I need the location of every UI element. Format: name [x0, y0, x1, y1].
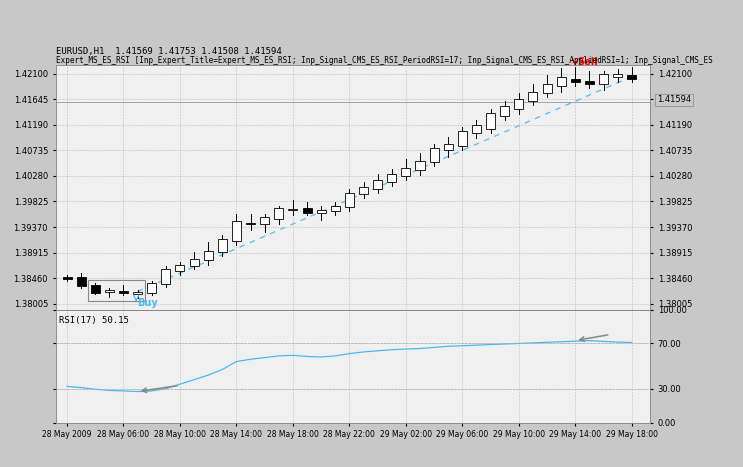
Bar — [246, 222, 255, 224]
Bar — [401, 168, 410, 176]
Bar — [161, 269, 170, 283]
Text: Sell: Sell — [577, 57, 598, 67]
Text: EURUSD,H1  1.41569 1.41753 1.41508 1.41594: EURUSD,H1 1.41569 1.41753 1.41508 1.4159… — [56, 47, 282, 56]
Bar — [218, 240, 227, 252]
Bar — [331, 205, 340, 211]
Bar — [77, 277, 85, 286]
Bar — [88, 280, 145, 301]
Bar — [585, 80, 594, 84]
Bar — [557, 77, 565, 86]
Bar — [514, 99, 523, 109]
Bar — [232, 221, 241, 241]
Bar — [429, 148, 438, 163]
Bar — [415, 161, 424, 170]
Bar — [458, 131, 467, 146]
Bar — [175, 265, 184, 271]
Text: Buy: Buy — [137, 298, 158, 308]
Text: RSI(17) 50.15: RSI(17) 50.15 — [59, 316, 129, 325]
Bar — [599, 74, 608, 84]
Bar — [387, 174, 396, 182]
Bar — [260, 217, 269, 224]
Bar — [486, 113, 495, 129]
Bar — [444, 144, 452, 149]
Bar — [317, 210, 325, 213]
Bar — [302, 208, 311, 213]
Bar — [571, 79, 580, 82]
Text: Expert_MS_ES_RSI [Inp_Expert_Title=Expert_MS_ES_RSI; Inp_Signal_CMS_ES_RSI_Perio: Expert_MS_ES_RSI [Inp_Expert_Title=Exper… — [56, 56, 713, 65]
Bar — [147, 283, 156, 293]
Bar — [528, 92, 537, 101]
Text: 1.41594: 1.41594 — [657, 95, 691, 104]
Bar — [119, 291, 128, 293]
Bar — [359, 187, 368, 194]
Bar — [627, 75, 636, 79]
Bar — [105, 290, 114, 291]
Bar — [542, 84, 551, 93]
Bar — [274, 208, 283, 219]
Bar — [373, 180, 382, 189]
Bar — [345, 193, 354, 207]
Bar — [189, 259, 198, 266]
Bar — [204, 251, 212, 260]
Bar — [133, 291, 142, 294]
Bar — [500, 106, 509, 116]
Bar — [472, 126, 481, 133]
Bar — [91, 285, 100, 293]
Bar — [62, 277, 71, 279]
Bar — [613, 74, 622, 77]
